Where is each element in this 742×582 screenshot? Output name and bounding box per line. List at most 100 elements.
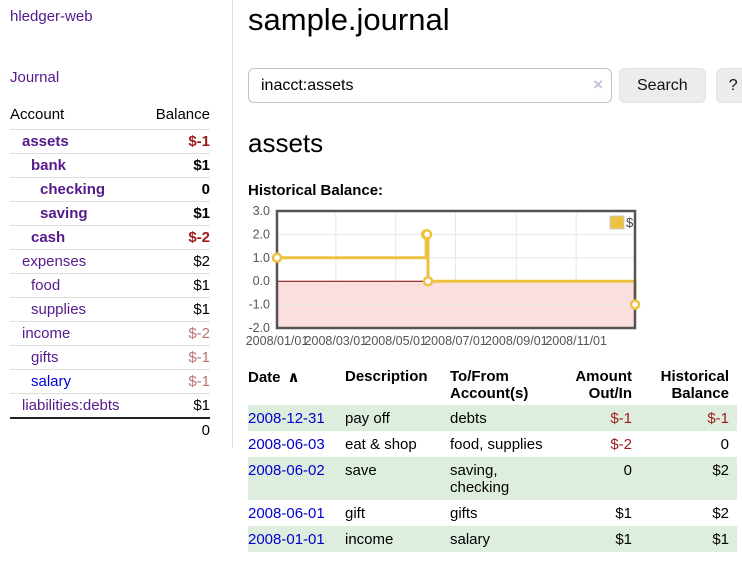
account-link[interactable]: cash [31,229,66,246]
sort-asc-icon: ∧ [287,369,300,386]
balance-chart: $3.0 2.0 1.0 0.0 -1.0 -2.0 2008/01/01 2008/03/0… [246,204,742,349]
account-balance: $1 [143,393,210,418]
accounts-total-spacer [10,417,144,442]
account-row: gifts $-1 [10,345,210,370]
account-balance: 0 [143,177,210,202]
transaction-description: save [345,462,377,479]
transaction-accounts: debts [450,410,487,427]
transaction-amount: $-2 [610,436,632,453]
account-link[interactable]: gifts [31,349,59,366]
accounts-table: Account Balance assets $-1 bank $1 checking 0… [10,102,210,442]
chart-data-marker [422,275,434,287]
header-date: Date ∧ [248,369,300,386]
transaction-balance: $-1 [707,410,729,427]
date-link[interactable]: 2008-06-01 [248,505,325,522]
chart-y-tick-label: -1.0 [248,298,270,312]
account-link[interactable]: saving [40,205,88,222]
accounts-header-account: Account [10,106,65,123]
account-row: assets $-1 [10,129,210,154]
date-link[interactable]: 2008-12-31 [248,410,325,427]
header-accounts: To/From Account(s) [450,368,529,402]
account-balance: $-2 [143,321,210,346]
chart-x-tick-label: 2008/09/01 [485,334,548,348]
nav-journal-link[interactable]: Journal [10,69,60,86]
account-row: bank $1 [10,153,210,178]
chart-data-marker [629,299,641,310]
transaction-description: income [345,531,394,548]
account-row: cash $-2 [10,225,210,250]
main-content: sample.journal × Search ? assets Histori… [233,0,742,552]
account-balance: $-1 [143,129,210,154]
account-row: food $1 [10,273,210,298]
transaction-row: 2008-01-01 income salary $1 $1 [248,526,737,552]
transaction-balance: 0 [720,436,729,453]
account-balance: $-1 [143,345,210,370]
account-link[interactable]: liabilities:debts [22,397,120,414]
chart-x-tick-label: 2008/03/01 [305,334,368,348]
account-balance: $1 [143,153,210,178]
chart-y-tick-label: -2.0 [248,321,270,335]
chart-y-tick-label: 2.0 [253,227,270,241]
date-link[interactable]: 2008-06-03 [248,436,325,453]
account-balance: $-2 [143,225,210,250]
account-row: income $-2 [10,321,210,346]
chart-x-tick-label: 2008/07/01 [424,334,487,348]
search-box: × [248,68,612,103]
header-description: Description [345,368,428,385]
transaction-amount: 0 [623,462,632,479]
account-link[interactable]: checking [40,181,106,198]
chart-title: Historical Balance: [248,182,384,199]
chart-border [275,209,637,330]
transaction-description: eat & shop [345,436,417,453]
account-link[interactable]: income [22,325,71,342]
transaction-description: pay off [345,410,390,427]
sidebar-inner: hledger-web Journal Account Balance asse… [0,0,233,448]
chart-y-tick-label: 1.0 [253,251,270,265]
chart-x-tick-label: 2008/11/01 [545,334,607,348]
transaction-description: gift [345,505,366,522]
date-link[interactable]: 2008-06-02 [248,462,325,479]
transaction-row: 2008-06-02 save saving, checking 0 $2 [248,457,737,500]
account-balance: $1 [143,201,210,226]
account-row: liabilities:debts $1 [10,393,210,418]
transaction-row: 2008-12-31 pay off debts $-1 $-1 [248,405,737,431]
account-balance: $2 [143,249,210,274]
help-button[interactable]: ? [715,68,742,103]
account-link[interactable]: food [31,277,61,294]
account-heading: assets [248,128,324,158]
search-button[interactable]: Search [619,68,706,103]
chart-x-tick-label: 2008/05/01 [364,334,427,348]
transaction-balance: $1 [712,531,729,548]
transaction-amount: $-1 [610,410,632,427]
search-input[interactable] [248,68,612,103]
account-link[interactable]: supplies [31,301,87,318]
transaction-row: 2008-06-03 eat & shop food, supplies $-2 0 [248,431,737,457]
transaction-balance: $2 [712,462,729,479]
account-row: expenses $2 [10,249,210,274]
transaction-balance: $2 [712,505,729,522]
account-row: saving $1 [10,201,210,226]
app-title-link[interactable]: hledger-web [10,8,93,25]
chart-legend-swatch [609,215,625,230]
accounts-total-row: 0 [10,417,210,442]
chart-data-marker [271,252,283,264]
account-link[interactable]: expenses [22,253,87,270]
account-row: checking 0 [10,177,210,202]
chart-y-tick-label: 0.0 [253,274,270,288]
transaction-amount: $1 [615,531,632,548]
chart-y-tick-label: 3.0 [253,204,270,218]
account-balance: $-1 [143,369,210,394]
search-form: × Search ? [248,68,742,103]
account-row: salary $-1 [10,369,210,394]
clear-search-icon[interactable]: × [593,75,603,94]
account-row: supplies $1 [10,297,210,322]
chart-x-tick-label: 2008/01/01 [246,334,309,348]
account-link[interactable]: bank [31,157,67,174]
account-link[interactable]: assets [22,133,69,150]
transaction-amount: $1 [615,505,632,522]
account-link[interactable]: salary [31,373,72,390]
transaction-accounts: salary [450,531,491,548]
transactions-header-row: Date ∧ Description To/From Account(s) Amo… [248,365,737,405]
date-link[interactable]: 2008-01-01 [248,531,325,548]
sidebar-nav: Journal [10,69,220,86]
